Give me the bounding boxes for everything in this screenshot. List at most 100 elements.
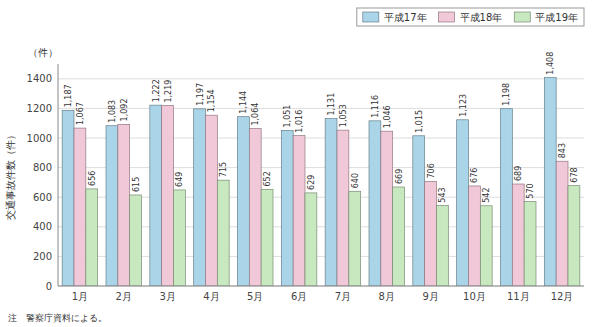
x-tick-label: 7月 [335, 291, 351, 302]
bar [413, 136, 425, 286]
bar [281, 130, 293, 286]
bar [249, 129, 261, 286]
grid-line [58, 286, 584, 287]
bar [468, 186, 480, 286]
data-label: 669 [395, 169, 404, 184]
bar [194, 109, 206, 286]
data-label: 1,131 [327, 93, 336, 116]
legend-label: 平成19年 [535, 12, 578, 23]
data-label: 1,408 [546, 52, 555, 75]
legend-item: 平成18年 [439, 12, 503, 23]
x-tick-label: 2月 [116, 291, 132, 302]
bar [118, 124, 130, 286]
bar [512, 184, 524, 286]
data-label: 678 [570, 167, 579, 182]
bar [393, 187, 405, 286]
bar [337, 130, 349, 286]
data-label: 676 [470, 168, 479, 183]
data-label: 706 [427, 163, 436, 178]
legend-item: 平成17年 [363, 12, 427, 23]
legend: 平成17年 平成18年 平成19年 [357, 8, 584, 26]
data-label: 1,053 [339, 104, 348, 127]
bar [425, 182, 437, 286]
data-label: 843 [558, 143, 567, 158]
legend-swatch [514, 12, 530, 22]
legend-swatch [439, 12, 455, 22]
bar [524, 202, 536, 286]
data-labels: 1,187 1,083 1,222 1,197 1,144 1,051 1,131 1,116… [64, 52, 579, 203]
data-label: 1,198 [502, 83, 511, 106]
bar [556, 161, 568, 286]
data-label: 1,067 [76, 102, 85, 125]
bar [62, 110, 74, 286]
legend-item: 平成19年 [514, 12, 578, 23]
x-tick-label: 6月 [291, 291, 307, 302]
grid-line [58, 78, 584, 79]
bar [369, 121, 381, 286]
x-tick-label: 10月 [463, 291, 486, 302]
legend-swatch [363, 12, 379, 22]
data-label: 570 [526, 183, 535, 198]
bar [457, 120, 469, 286]
x-tick-label: 3月 [159, 291, 175, 302]
chart: 02004006008001000120014001,1871,0831,222… [0, 0, 592, 327]
data-label: 689 [514, 166, 523, 181]
y-tick-label: 0 [46, 281, 52, 292]
bar [106, 126, 118, 286]
x-tick-label: 4月 [203, 291, 219, 302]
x-tick-label: 1月 [72, 291, 88, 302]
bar [261, 190, 273, 286]
bar [162, 106, 174, 286]
x-tick-label: 9月 [422, 291, 438, 302]
data-label: 1,064 [251, 103, 260, 126]
data-label: 649 [175, 172, 184, 187]
data-label: 1,092 [120, 98, 129, 121]
bar [74, 128, 86, 286]
data-label: 652 [263, 171, 272, 186]
data-label: 1,144 [239, 91, 248, 114]
data-label: 543 [438, 187, 447, 202]
y-tick-label: 800 [33, 162, 52, 173]
bar [237, 117, 249, 286]
bar [174, 190, 186, 286]
data-label: 1,015 [415, 110, 424, 133]
x-tick-label: 8月 [379, 291, 395, 302]
y-tick-label: 400 [33, 221, 52, 232]
data-label: 1,222 [152, 79, 161, 102]
data-label: 615 [132, 177, 141, 192]
data-label: 1,197 [196, 83, 205, 106]
data-label: 542 [482, 188, 491, 203]
bar [150, 105, 162, 286]
y-tick-label: 1000 [27, 133, 52, 144]
data-label: 1,116 [371, 95, 380, 118]
bar [205, 115, 217, 286]
data-label: 1,219 [164, 80, 173, 103]
bar [500, 109, 512, 286]
bar [293, 136, 305, 286]
bar [86, 189, 98, 286]
bar [325, 119, 337, 286]
bar [305, 193, 317, 286]
y-tick-label: 1200 [27, 103, 52, 114]
legend-label: 平成17年 [384, 12, 427, 23]
x-tick-label: 11月 [507, 291, 530, 302]
data-label: 1,016 [295, 110, 304, 133]
data-label: 656 [88, 171, 97, 186]
bar [381, 131, 393, 286]
bars [62, 78, 580, 286]
data-label: 1,123 [459, 94, 468, 117]
bar [130, 195, 142, 286]
data-label: 640 [351, 173, 360, 188]
y-tick-label: 600 [33, 192, 52, 203]
data-label: 1,187 [64, 84, 73, 107]
bar [544, 78, 556, 286]
legend-frame [357, 8, 584, 26]
data-label: 1,051 [283, 105, 292, 128]
data-label: 1,083 [108, 100, 117, 123]
y-tick-label: 1400 [27, 73, 52, 84]
x-axis [58, 286, 584, 287]
x-tick-label: 5月 [247, 291, 263, 302]
grid [58, 79, 584, 286]
bar [480, 206, 492, 286]
data-label: 1,154 [207, 89, 216, 112]
